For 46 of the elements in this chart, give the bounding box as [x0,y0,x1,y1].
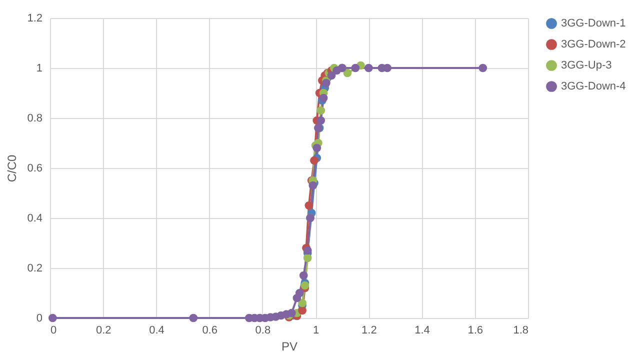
point [303,254,312,262]
point [319,94,328,102]
y-tick-label: 0.2 [27,262,42,274]
x-tick-label: 0.4 [149,324,164,336]
point [312,144,322,152]
y-axis-title: C/C0 [5,154,20,182]
point [351,64,360,72]
point [303,246,312,255]
x-tick-label: 0 [50,324,57,336]
x-tick-label: 1 [312,324,320,336]
point [310,156,318,165]
point [304,201,314,210]
legend-label: 3GG-Down-1 [561,18,626,30]
point [327,71,336,80]
point [364,64,373,72]
point [322,78,330,88]
y-tick-label: 0.4 [27,212,42,224]
point [478,64,488,72]
point [189,314,198,322]
y-tick-label: 1.2 [27,12,42,24]
x-tick-label: 1.2 [362,324,377,336]
point [298,306,306,315]
point [343,68,352,78]
legend-label: 3GG-Down-2 [561,38,626,50]
x-tick-label: 0.2 [96,324,112,336]
legend-label: 3GG-Down-4 [561,80,626,92]
x-tick-label: 1.4 [414,324,430,336]
x-tick-label: 0.8 [255,324,271,336]
point [298,298,306,308]
point [287,308,296,318]
y-tick-label: 0 [36,312,42,324]
point [300,281,310,290]
x-tick-label: 1.8 [513,324,528,336]
point [316,106,326,115]
y-tick-label: 1 [36,62,42,74]
point [48,314,57,322]
point [308,181,318,190]
x-tick-label: 1.6 [468,324,484,336]
y-tick-label: 0.6 [27,162,42,174]
legend-label: 3GG-Up-3 [561,60,612,72]
point [316,116,326,125]
y-tick-label: 0.8 [27,112,42,124]
point [299,271,308,280]
x-tick-label: 0.6 [202,324,218,336]
x-axis-title: PV [281,340,298,354]
point [295,288,304,298]
